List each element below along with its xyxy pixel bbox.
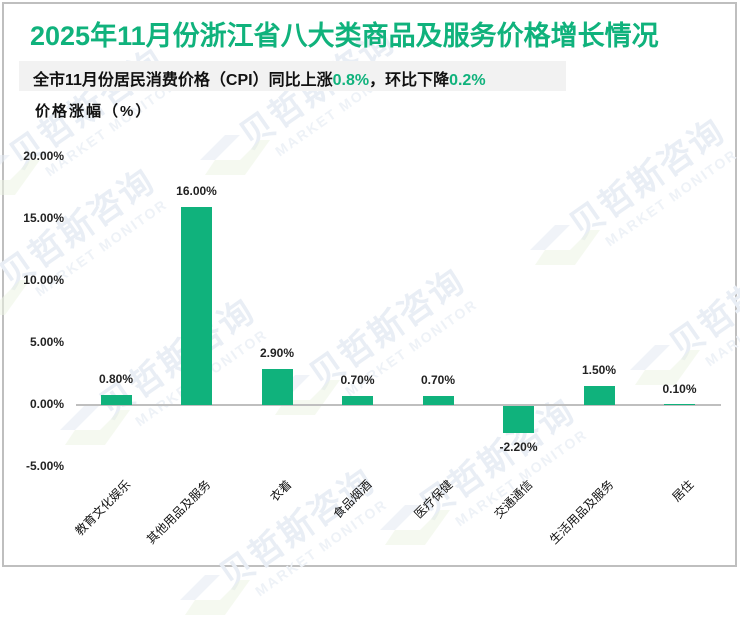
- y-tick-label: 20.00%: [23, 149, 64, 163]
- y-tick-label: 5.00%: [29, 335, 64, 349]
- y-axis-title: 价格涨幅（%）: [35, 103, 153, 120]
- y-tick-label: 0.00%: [29, 397, 64, 411]
- bar: [664, 403, 695, 405]
- watermark-logo-icon: [180, 575, 250, 615]
- data-label: 16.00%: [176, 183, 217, 198]
- subtitle-background: [19, 61, 566, 91]
- bar: [261, 369, 293, 405]
- y-tick-label: 15.00%: [23, 211, 64, 225]
- data-label: 0.70%: [420, 373, 456, 388]
- bar: [181, 206, 212, 405]
- chart-subtitle: 全市11月份居民消费价格（CPI）同比上涨0.8%，环比下降0.2%: [33, 66, 486, 90]
- x-axis-line: [76, 404, 721, 406]
- bar: [342, 396, 373, 405]
- chart-title: 2025年11月份浙江省八大类商品及服务价格增长情况: [30, 21, 659, 51]
- data-label: 0.80%: [98, 372, 134, 387]
- bar: [583, 386, 615, 405]
- cpi-mom-value: 0.2%: [449, 72, 486, 89]
- data-label: 0.70%: [340, 373, 375, 388]
- chart-frame: [2, 2, 737, 567]
- bar: [422, 396, 454, 405]
- data-label: 2.90%: [259, 346, 295, 361]
- data-label: 0.10%: [662, 382, 697, 396]
- subtitle-prefix: 全市11月份居民消费价格（CPI）同比上涨: [33, 72, 333, 89]
- data-label: 1.50%: [581, 363, 617, 378]
- data-label: -2.20%: [499, 440, 538, 455]
- y-tick-label: -5.00%: [25, 459, 64, 473]
- subtitle-middle: ，环比下降: [369, 72, 450, 89]
- cpi-yoy-value: 0.8%: [332, 72, 370, 89]
- bar: [100, 395, 132, 405]
- bar: [503, 406, 534, 434]
- y-tick-label: 10.00%: [23, 273, 64, 287]
